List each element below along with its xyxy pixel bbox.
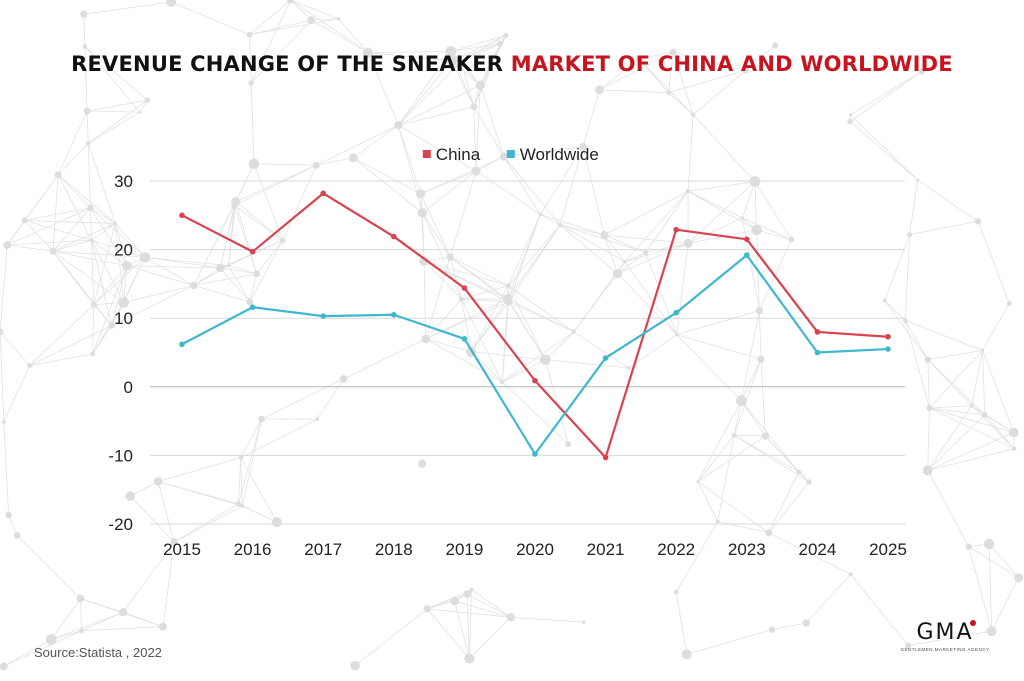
- x-tick-label: 2025: [869, 540, 907, 559]
- x-tick-label: 2022: [657, 540, 695, 559]
- y-tick-label: 0: [124, 378, 133, 397]
- series-lines: [179, 190, 891, 461]
- logo-subtitle: GENTLEMEN MARKETING AGENCY: [900, 647, 990, 652]
- y-tick-label: -20: [108, 515, 133, 534]
- chart-title: REVENUE CHANGE OF THE SNEAKER MARKET OF …: [0, 52, 1024, 76]
- data-point-china: [744, 236, 750, 243]
- data-point-worldwide: [391, 311, 397, 318]
- x-tick-label: 2015: [163, 540, 201, 559]
- series-worldwide: [179, 252, 891, 457]
- data-point-china: [391, 233, 397, 240]
- x-axis-tick-labels: 2015 2016 2017 2018 2019 2020 2021 2022 2023 2024…: [163, 540, 907, 559]
- series-line-china: [181, 192, 889, 459]
- logo-mark: GMA: [880, 620, 1010, 645]
- data-point-china: [532, 377, 538, 384]
- y-tick-label: 10: [114, 309, 133, 328]
- legend: China Worldwide: [422, 145, 599, 164]
- data-point-china: [461, 285, 468, 291]
- data-point-china: [673, 226, 679, 233]
- agency-logo: GMA GENTLEMEN MARKETING AGENCY: [880, 620, 1010, 652]
- x-tick-label: 2019: [445, 540, 483, 559]
- data-point-china: [602, 454, 609, 461]
- y-tick-label: 20: [114, 241, 133, 260]
- data-point-china: [320, 190, 327, 197]
- legend-swatch-china: [422, 150, 431, 158]
- y-axis-tick-labels: 30 20 10 0 -10 -20: [108, 172, 133, 534]
- data-point-china: [179, 212, 185, 219]
- data-point-worldwide: [602, 355, 609, 361]
- logo-text: GMA: [916, 620, 974, 645]
- x-tick-label: 2016: [234, 540, 272, 559]
- data-point-china: [249, 248, 256, 255]
- data-point-china: [885, 333, 891, 340]
- x-tick-label: 2023: [728, 540, 766, 559]
- x-tick-label: 2017: [304, 540, 342, 559]
- data-point-worldwide: [249, 304, 256, 311]
- data-point-worldwide: [320, 313, 327, 319]
- data-point-worldwide: [461, 335, 468, 342]
- logo-accent-dot: [970, 620, 976, 626]
- x-tick-label: 2021: [587, 540, 625, 559]
- x-tick-label: 2018: [375, 540, 413, 559]
- grid-lines: [150, 180, 905, 525]
- data-point-worldwide: [673, 309, 679, 316]
- data-point-worldwide: [532, 451, 538, 457]
- legend-label-china: China: [436, 145, 481, 164]
- y-tick-label: 30: [114, 172, 133, 191]
- x-tick-label: 2020: [516, 540, 554, 559]
- chart-title-part-b: MARKET OF CHINA AND WORLDWIDE: [510, 52, 953, 76]
- data-point-worldwide: [744, 252, 750, 258]
- data-point-worldwide: [814, 349, 821, 356]
- x-tick-label: 2024: [798, 540, 836, 559]
- legend-swatch-worldwide: [506, 150, 515, 158]
- data-point-china: [814, 329, 821, 335]
- chart-title-part-a: REVENUE CHANGE OF THE SNEAKER: [71, 52, 511, 76]
- data-point-worldwide: [179, 341, 185, 348]
- source-note: Source:Statista , 2022: [34, 645, 162, 660]
- y-tick-label: -10: [108, 446, 133, 465]
- legend-label-worldwide: Worldwide: [520, 145, 599, 164]
- series-china: [179, 190, 891, 461]
- data-point-worldwide: [885, 346, 891, 352]
